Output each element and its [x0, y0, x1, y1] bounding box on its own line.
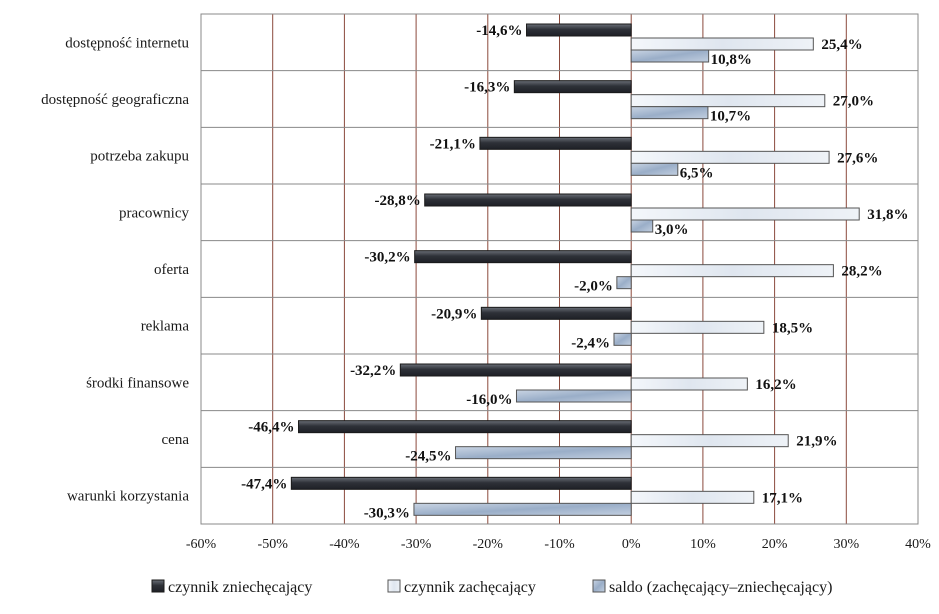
bar-series-1: [480, 306, 632, 320]
bar-series-2: [630, 37, 814, 51]
bar-series-2: [630, 377, 748, 391]
category-label: pracownicy: [119, 205, 189, 221]
data-label: 16,2%: [755, 377, 796, 393]
x-tick-label: -20%: [473, 537, 504, 552]
data-label: -16,3%: [464, 80, 510, 96]
data-label: -21,1%: [430, 136, 476, 152]
x-tick-label: 30%: [833, 537, 859, 552]
bar-series-3: [630, 106, 709, 120]
grid-layer: [200, 13, 919, 525]
plot-frame: [200, 13, 919, 525]
x-tick-label: -60%: [186, 537, 217, 552]
data-label: -28,8%: [374, 193, 420, 209]
x-tick-label: 0%: [622, 537, 641, 552]
bar-series-2: [630, 150, 830, 164]
data-label: -47,4%: [241, 476, 287, 492]
data-label: 27,6%: [837, 150, 878, 166]
bar-series-3: [455, 446, 632, 460]
data-label: 21,9%: [796, 434, 837, 450]
bar-series-3: [630, 49, 710, 63]
legend-label-2: czynnik zachęcający: [404, 579, 536, 596]
x-tick-label: -30%: [401, 537, 432, 552]
data-label: 3,0%: [655, 222, 689, 238]
data-label: -32,2%: [350, 363, 396, 379]
x-tick-label: -50%: [258, 537, 289, 552]
bar-series-1: [290, 476, 632, 490]
data-label: 28,2%: [841, 264, 882, 280]
bar-series-2: [630, 264, 834, 278]
category-label: potrzeba zakupu: [90, 149, 189, 165]
data-label: 6,5%: [680, 165, 714, 181]
axis-layer: -60% -50% -40% -30% -20% -10% 0% 10% 20% 30% 40% do…: [41, 35, 931, 552]
data-label: 31,8%: [867, 207, 908, 223]
bar-series-3: [630, 219, 654, 233]
x-tick-label: 10%: [690, 537, 716, 552]
category-label: cena: [162, 432, 190, 448]
legend: czynnik zniechęcający czynnik zachęcający…: [151, 579, 832, 596]
bar-series-1: [399, 363, 632, 377]
bar-series-3: [616, 276, 632, 290]
bar-series-3: [630, 162, 679, 176]
data-label: -20,9%: [431, 306, 477, 322]
data-label: 27,0%: [833, 94, 874, 110]
data-label: 10,8%: [711, 52, 752, 68]
legend-swatch-1: [151, 579, 165, 593]
bar-series-1: [298, 420, 632, 434]
x-tick-label: -10%: [544, 537, 575, 552]
legend-label-1: czynnik zniechęcający: [168, 579, 312, 596]
data-label: -16,0%: [466, 392, 512, 408]
bar-series-1: [414, 250, 632, 264]
bar-series-2: [630, 320, 765, 334]
category-label: warunki korzystania: [67, 489, 189, 505]
category-label: oferta: [154, 262, 189, 278]
data-label: -30,2%: [364, 250, 410, 266]
legend-swatch-3: [592, 579, 606, 593]
data-label: 25,4%: [821, 37, 862, 53]
data-label: 10,7%: [710, 109, 751, 125]
legend-swatch-2: [387, 579, 401, 593]
bars-layer: [290, 23, 860, 516]
x-tick-label: -40%: [329, 537, 360, 552]
labels-layer: -14,6% 25,4% 10,8% -16,3% 27,0% 10,7% -21,1% 27…: [241, 23, 908, 521]
bar-series-2: [630, 490, 755, 504]
bar-series-3: [515, 389, 632, 403]
bar-series-1: [479, 136, 632, 150]
data-label: -2,0%: [574, 279, 613, 295]
category-label: dostępność geograficzna: [41, 92, 189, 108]
bar-series-1: [513, 80, 632, 94]
data-label: -2,4%: [571, 335, 610, 351]
bar-series-3: [413, 502, 632, 516]
data-label: -46,4%: [248, 420, 294, 436]
data-label: -30,3%: [364, 505, 410, 521]
bar-series-2: [630, 94, 826, 108]
bar-series-1: [424, 193, 632, 207]
data-label: 17,1%: [762, 490, 803, 506]
data-label: -24,5%: [405, 449, 451, 465]
data-label: -14,6%: [476, 23, 522, 39]
bar-series-2: [630, 207, 860, 221]
legend-label-3: saldo (zachęcający–zniechęcający): [609, 579, 832, 596]
category-label: dostępność internetu: [65, 35, 189, 51]
category-label: reklama: [141, 319, 190, 335]
x-tick-label: 40%: [905, 537, 931, 552]
bar-series-3: [613, 332, 632, 346]
bar-series-1: [526, 23, 632, 37]
category-label: środki finansowe: [86, 375, 189, 391]
data-label: 18,5%: [772, 320, 813, 336]
x-tick-label: 20%: [762, 537, 788, 552]
bar-series-2: [630, 434, 789, 448]
